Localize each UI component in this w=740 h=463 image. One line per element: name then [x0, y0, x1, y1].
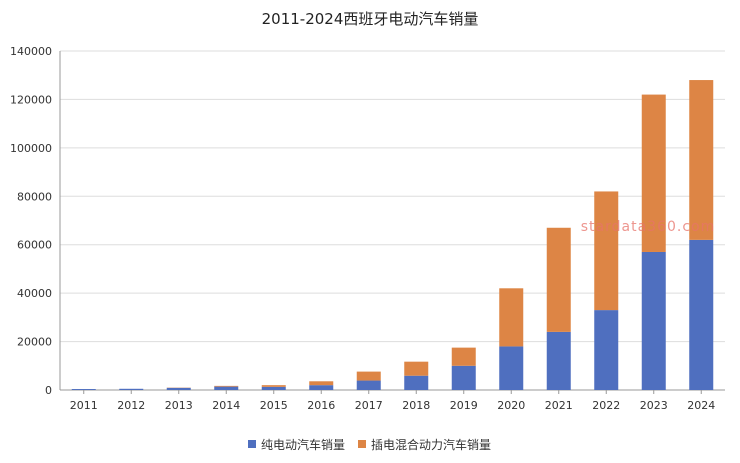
legend-swatch — [358, 440, 366, 448]
chart-title: 2011-2024西班牙电动汽车销量 — [262, 10, 479, 28]
bar-segment-series-1 — [641, 94, 666, 252]
y-tick-label: 20000 — [17, 336, 52, 349]
bar-segment-series-0 — [689, 239, 714, 390]
y-tick-label: 0 — [45, 384, 52, 397]
bar-segment-series-0 — [214, 386, 239, 390]
x-tick-label: 2021 — [545, 399, 573, 412]
bar-segment-series-0 — [641, 251, 666, 390]
x-tick-label: 2022 — [592, 399, 620, 412]
x-tick-label: 2011 — [70, 399, 98, 412]
x-tick-label: 2023 — [640, 399, 668, 412]
x-tick-label: 2018 — [402, 399, 430, 412]
bar-segment-series-0 — [166, 387, 191, 390]
y-tick-label: 80000 — [17, 190, 52, 203]
bar-segment-series-1 — [404, 361, 429, 376]
x-tick-label: 2016 — [307, 399, 335, 412]
bar-segment-series-1 — [689, 80, 714, 240]
bar-segment-series-1 — [356, 371, 381, 381]
bar-segment-series-0 — [71, 389, 96, 390]
bar-segment-series-0 — [119, 388, 144, 390]
bar-segment-series-0 — [404, 375, 429, 390]
x-tick-label: 2012 — [117, 399, 145, 412]
bar-segment-series-0 — [499, 346, 524, 390]
bar-segment-series-1 — [451, 347, 476, 366]
x-tick-label: 2014 — [212, 399, 240, 412]
bars — [71, 80, 714, 390]
axes: 0 20000 40000 60000 80000 100000 120000 140000 2… — [10, 45, 725, 412]
bar-segment-series-0 — [451, 365, 476, 390]
bar-segment-series-1 — [594, 191, 619, 311]
bar-segment-series-0 — [594, 310, 619, 390]
y-tick-label: 40000 — [17, 287, 52, 300]
bar-segment-series-0 — [356, 380, 381, 390]
x-tick-label: 2019 — [450, 399, 478, 412]
x-tick-label: 2015 — [260, 399, 288, 412]
gridlines — [60, 50, 725, 343]
y-tick-label: 120000 — [10, 93, 52, 106]
bar-segment-series-1 — [214, 385, 239, 387]
legend-swatch — [248, 440, 256, 448]
legend-label: 插电混合动力汽车销量 — [371, 437, 491, 452]
x-tick-label: 2024 — [687, 399, 715, 412]
bar-segment-series-0 — [546, 331, 571, 390]
legend-label: 纯电动汽车销量 — [261, 437, 345, 452]
bar-segment-series-1 — [309, 381, 334, 386]
bar-segment-series-0 — [261, 386, 286, 390]
bar-segment-series-1 — [261, 385, 286, 387]
legend: 纯电动汽车销量 插电混合动力汽车销量 — [248, 437, 491, 452]
x-tick-label: 2017 — [355, 399, 383, 412]
y-tick-label: 140000 — [10, 45, 52, 58]
y-tick-label: 60000 — [17, 239, 52, 252]
bar-segment-series-1 — [546, 227, 571, 332]
x-tick-label: 2020 — [497, 399, 525, 412]
bar-segment-series-0 — [309, 385, 334, 390]
watermark-text: stardata360.com — [581, 219, 715, 235]
bar-segment-series-1 — [499, 288, 524, 347]
y-tick-label: 100000 — [10, 142, 52, 155]
x-tick-label: 2013 — [165, 399, 193, 412]
